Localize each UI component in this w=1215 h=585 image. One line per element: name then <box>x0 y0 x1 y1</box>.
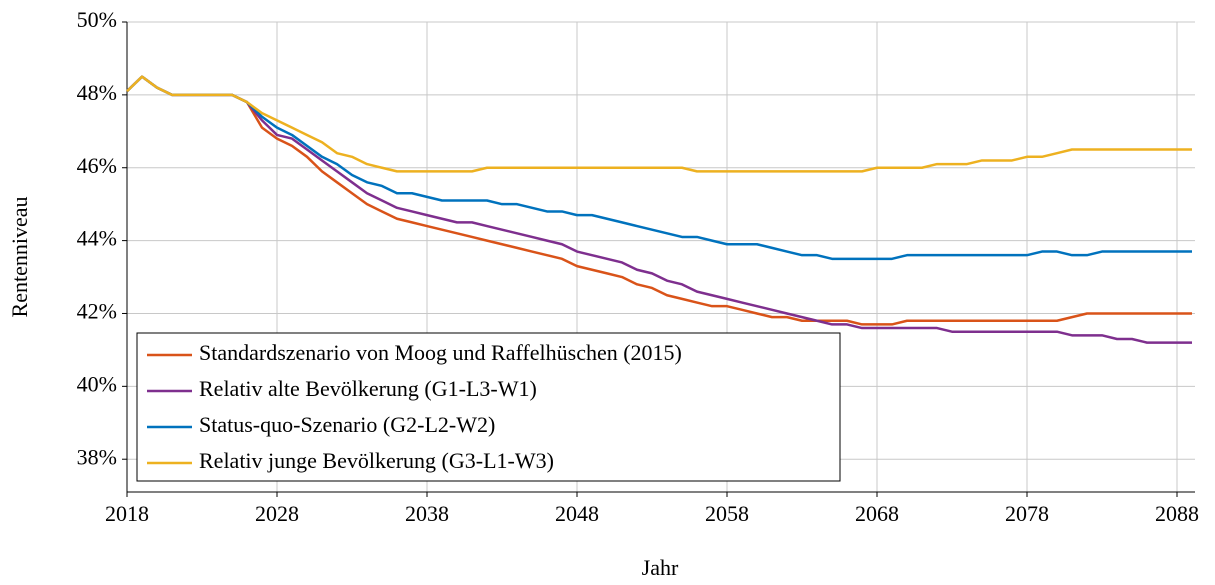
x-tick-label: 2048 <box>555 501 599 526</box>
legend-label: Relativ junge Bevölkerung (G3-L1-W3) <box>199 448 554 473</box>
y-tick-label: 40% <box>77 371 117 396</box>
x-tick-label: 2088 <box>1155 501 1199 526</box>
line-series <box>126 75 1192 173</box>
line-series <box>126 75 1192 344</box>
x-tick-label: 2018 <box>105 501 149 526</box>
x-tick-label: 2028 <box>255 501 299 526</box>
legend-label: Relativ alte Bevölkerung (G1-L3-W1) <box>199 376 537 401</box>
y-tick-label: 46% <box>77 153 117 178</box>
y-axis-label: Rentenniveau <box>7 197 32 318</box>
legend-label: Status-quo-Szenario (G2-L2-W2) <box>199 412 495 437</box>
y-tick-label: 42% <box>77 299 117 324</box>
y-tick-label: 48% <box>77 80 117 105</box>
x-axis-label: Jahr <box>642 555 679 580</box>
legend-box <box>136 332 841 482</box>
line-series <box>126 75 1192 261</box>
legend: Standardszenario von Moog und Raffelhüsc… <box>136 332 841 482</box>
y-tick-label: 50% <box>77 7 117 32</box>
y-tick-label: 38% <box>77 444 117 469</box>
x-tick-label: 2038 <box>405 501 449 526</box>
x-tick-label: 2068 <box>855 501 899 526</box>
x-tick-label: 2058 <box>705 501 749 526</box>
legend-label: Standardszenario von Moog und Raffelhüsc… <box>199 340 682 365</box>
y-tick-label: 44% <box>77 226 117 251</box>
x-tick-label: 2078 <box>1005 501 1049 526</box>
line-series <box>126 75 1192 326</box>
